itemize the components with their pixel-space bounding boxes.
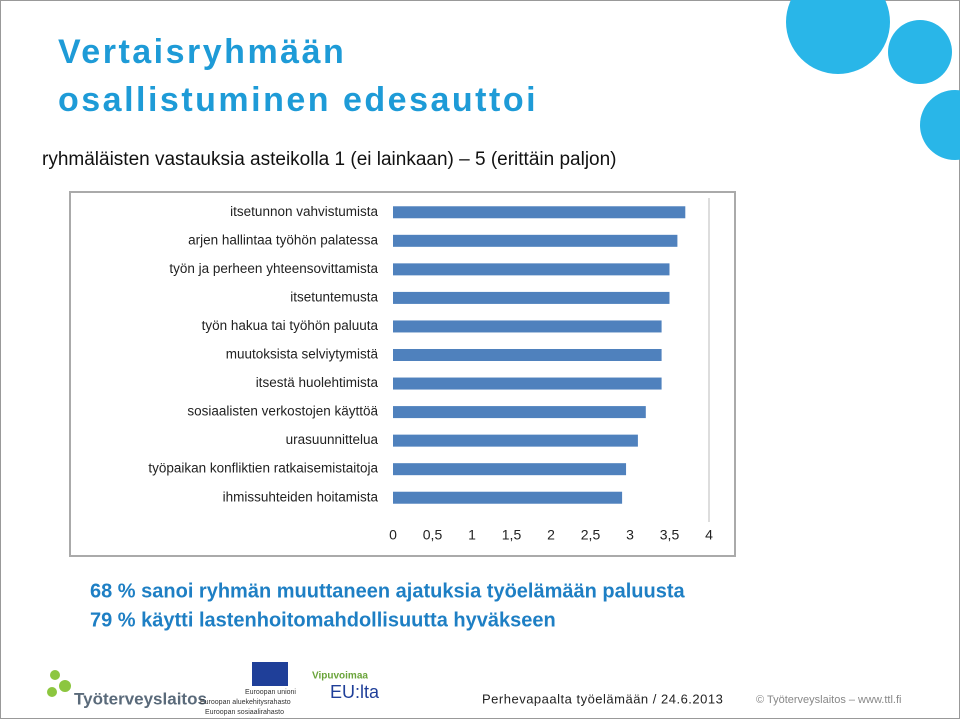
bar <box>393 491 623 504</box>
x-tick-label: 0 <box>389 527 397 543</box>
category-label: ihmissuhteiden hoitamista <box>223 489 379 504</box>
bullet: 79 % käytti lastenhoitomahdollisuutta hy… <box>90 609 556 631</box>
logo: Työterveyslaitos <box>47 670 207 708</box>
x-tick-label: 3,5 <box>660 527 680 543</box>
category-label: arjen hallintaa työhön palatessa <box>188 232 378 247</box>
footer-copyright: © Työterveyslaitos – www.ttl.fi <box>756 694 901 706</box>
category-label: työpaikan konfliktien ratkaisemistaitoja <box>148 461 378 476</box>
vipu-text: EU:lta <box>330 682 380 702</box>
subtitle: ryhmäläisten vastauksia asteikolla 1 (ei… <box>42 149 617 170</box>
vipu-text: Vipuvoimaa <box>312 671 368 682</box>
category-label: itsestä huolehtimista <box>256 375 379 390</box>
bullet: 68 % sanoi ryhmän muuttaneen ajatuksia t… <box>90 580 686 602</box>
category-label: työn ja perheen yhteensovittamista <box>169 261 378 276</box>
eu-text: Euroopan aluekehitysrahasto <box>200 699 291 706</box>
bar <box>393 434 638 447</box>
bar <box>393 377 662 390</box>
logo-text: Työterveyslaitos <box>74 689 207 708</box>
category-label: muutoksista selviytymistä <box>226 347 379 362</box>
x-tick-label: 1,5 <box>502 527 522 543</box>
x-tick-label: 2 <box>547 527 555 543</box>
decoration <box>786 0 960 160</box>
footer-event: Perhevapaalta työelämään / 24.6.2013 <box>482 691 723 706</box>
eu-text: Euroopan unioni <box>245 689 296 696</box>
eu-flag <box>252 662 288 686</box>
bar <box>393 263 670 276</box>
category-label: sosiaalisten verkostojen käyttöä <box>187 404 378 419</box>
bar <box>393 349 662 361</box>
title: osallistuminen edesauttoi <box>58 81 538 119</box>
category-label: työn hakua tai työhön paluuta <box>202 318 379 333</box>
x-tick-label: 1 <box>468 527 476 543</box>
category-label: itsetunnon vahvistumista <box>230 204 378 219</box>
title: Vertaisryhmään <box>58 33 346 71</box>
bar <box>393 406 646 419</box>
x-tick-label: 3 <box>626 527 634 543</box>
category-label: itsetuntemusta <box>290 289 378 304</box>
bar <box>393 234 678 247</box>
bar <box>393 291 670 304</box>
eu-text: Euroopan sosiaalirahasto <box>205 709 284 716</box>
bar <box>393 463 627 476</box>
bar <box>393 320 662 333</box>
x-tick-label: 2,5 <box>581 527 601 543</box>
x-tick-label: 0,5 <box>423 527 443 543</box>
bar <box>393 206 686 219</box>
x-tick-label: 4 <box>705 527 713 543</box>
category-label: urasuunnittelua <box>286 432 379 447</box>
